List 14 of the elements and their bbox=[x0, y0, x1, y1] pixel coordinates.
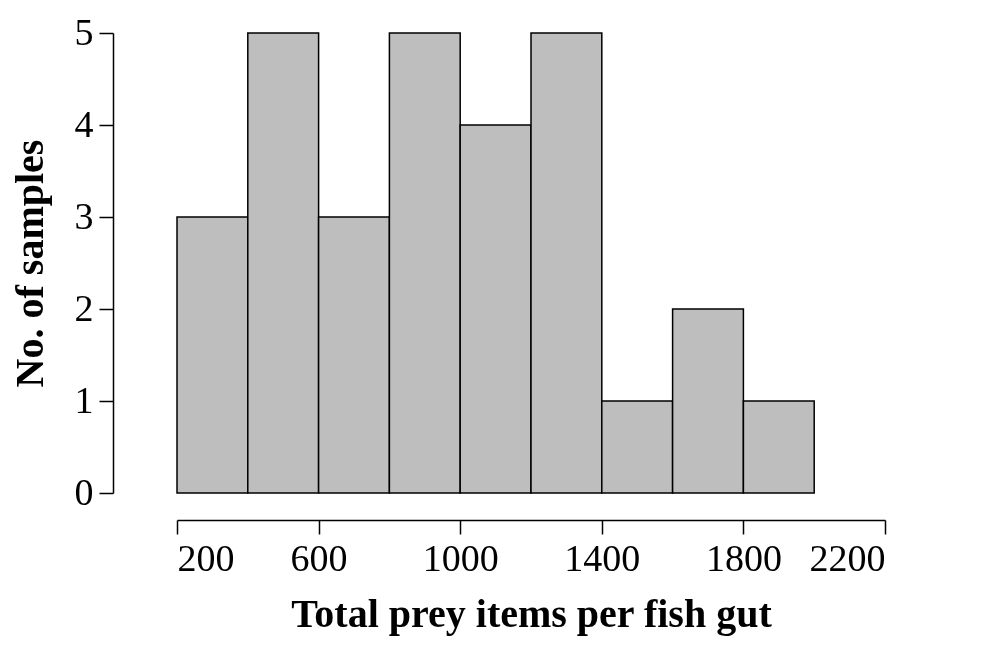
y-tick-label: 2 bbox=[74, 286, 94, 329]
y-tick-label: 0 bbox=[74, 470, 94, 513]
y-tick-label: 5 bbox=[74, 10, 94, 53]
x-tick-label: 1800 bbox=[705, 536, 782, 579]
x-tick-label: 1400 bbox=[564, 536, 641, 579]
x-axis-title: Total prey items per fish gut bbox=[291, 590, 773, 636]
x-tick-label: 2200 bbox=[809, 536, 886, 579]
y-tick-label: 4 bbox=[74, 102, 94, 145]
y-tick-label: 1 bbox=[74, 378, 94, 421]
y-tick-label: 3 bbox=[74, 194, 94, 237]
y-axis-title: No. of samples bbox=[6, 139, 52, 388]
x-tick-label: 600 bbox=[290, 536, 348, 579]
x-tick-label: 1000 bbox=[422, 536, 499, 579]
x-tick-label: 200 bbox=[177, 536, 235, 579]
